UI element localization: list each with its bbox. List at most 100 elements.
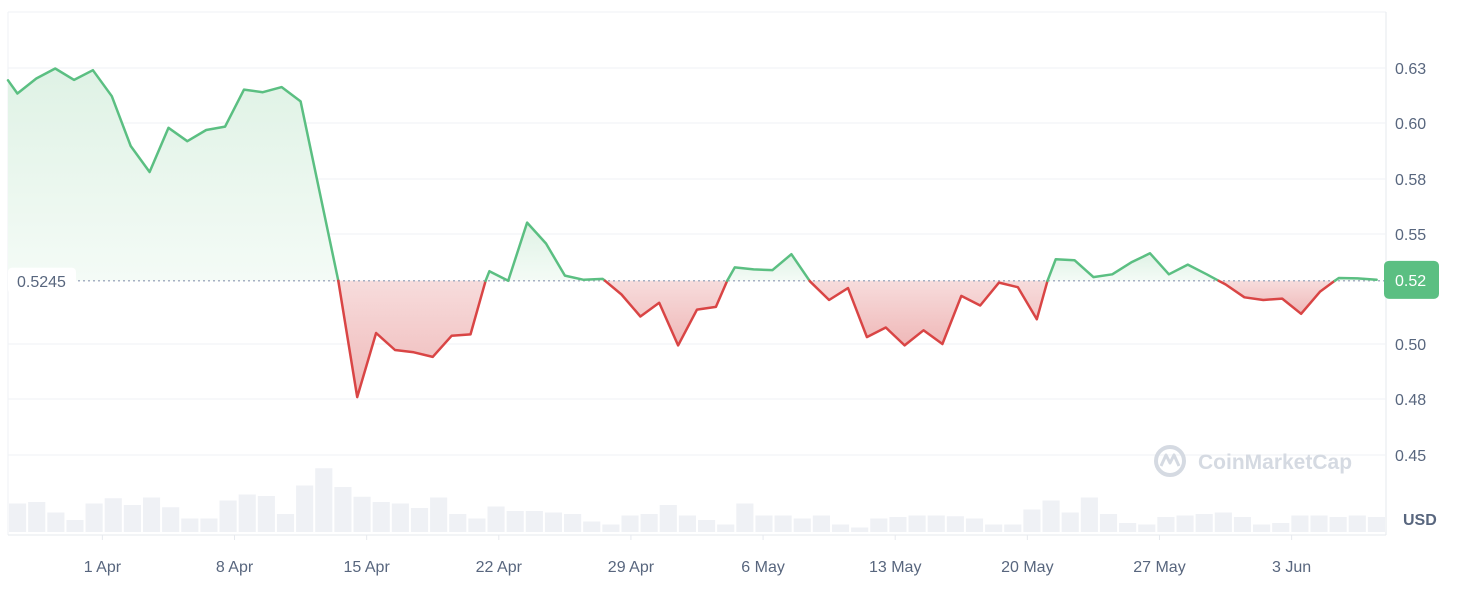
y-axis: 0.45 0.48 0.50 0.52 0.55 0.58 0.60 0.63 xyxy=(1395,61,1426,465)
volume-bar xyxy=(1157,517,1175,532)
volume-bar xyxy=(1138,524,1156,532)
area-above-baseline xyxy=(1047,253,1219,281)
volume-bar xyxy=(66,520,84,532)
volume-bar xyxy=(1176,515,1194,532)
volume-bar xyxy=(430,497,448,532)
volume-bar xyxy=(372,502,390,532)
volume-bar xyxy=(831,524,850,532)
volume-bar xyxy=(774,515,792,532)
volume-bar xyxy=(1004,524,1022,532)
volume-bar xyxy=(602,524,620,532)
price-line-up xyxy=(484,221,607,283)
y-tick-label: 0.45 xyxy=(1395,448,1426,465)
volume-bar xyxy=(525,511,543,532)
volume-bar xyxy=(334,487,352,532)
volume-bar xyxy=(1080,497,1098,532)
volume-bar xyxy=(47,512,65,532)
area-below-baseline xyxy=(809,280,1048,346)
volume-bar xyxy=(583,521,601,532)
volume-bar xyxy=(1329,517,1347,532)
volume-bar xyxy=(200,518,218,532)
volume-bar xyxy=(1099,514,1118,532)
volume-bar xyxy=(162,507,180,532)
volume-bar xyxy=(1291,515,1309,532)
volume-bar xyxy=(410,508,429,532)
volume-bar xyxy=(1061,512,1079,532)
volume-bar xyxy=(717,524,735,532)
volume-bar xyxy=(659,505,677,532)
y-tick-label: 0.48 xyxy=(1395,392,1426,409)
volume-bar xyxy=(1119,523,1137,532)
baseline-label-box: 0.5245 xyxy=(8,267,76,294)
x-tick-label: 3 Jun xyxy=(1272,559,1311,576)
volume-bar xyxy=(870,518,888,532)
volume-bar xyxy=(104,498,122,532)
volume-bar xyxy=(908,515,926,532)
currency-unit: USD xyxy=(1403,512,1437,529)
volume-bar xyxy=(296,485,314,532)
x-tick-label: 29 Apr xyxy=(608,559,655,576)
volume-bar xyxy=(1023,509,1041,532)
y-tick-label: 0.50 xyxy=(1395,337,1426,354)
y-tick-label: 0.55 xyxy=(1395,227,1426,244)
price-line-down xyxy=(603,279,729,347)
volume-bar xyxy=(621,515,639,532)
volume-bar xyxy=(123,505,141,532)
volume-bar xyxy=(1310,515,1328,532)
grid-lines xyxy=(7,11,1387,536)
volume-bar xyxy=(812,515,830,532)
y-tick-label: 0.58 xyxy=(1395,172,1426,189)
volume-bar xyxy=(544,512,563,532)
volume-bar xyxy=(946,516,964,532)
volume-bar xyxy=(1367,517,1385,532)
volume-bar xyxy=(564,514,582,532)
price-line-down xyxy=(337,279,487,399)
current-price-label: 0.52 xyxy=(1395,273,1426,290)
volume-bars xyxy=(9,468,1385,532)
current-price-badge: 0.52 xyxy=(1384,260,1439,299)
volume-bar xyxy=(1253,524,1271,532)
volume-bar xyxy=(640,514,658,532)
area-below-baseline xyxy=(1218,280,1335,314)
price-line-down xyxy=(1217,279,1337,316)
volume-bar xyxy=(276,514,295,532)
area-below-baseline xyxy=(605,280,728,346)
volume-bar xyxy=(927,515,945,532)
price-line-up xyxy=(1046,252,1220,283)
volume-bar xyxy=(678,515,696,532)
volume-bar xyxy=(391,503,409,532)
x-tick-label: 8 Apr xyxy=(216,559,254,576)
volume-bar xyxy=(142,497,161,532)
price-area-fill xyxy=(8,68,1377,398)
price-line-up xyxy=(6,67,340,283)
volume-bar xyxy=(1042,500,1060,532)
volume-bar xyxy=(506,511,524,532)
area-above-baseline xyxy=(727,254,810,281)
coinmarketcap-logo-icon xyxy=(1154,445,1186,477)
volume-bar xyxy=(1348,515,1366,532)
volume-bar xyxy=(1214,512,1232,532)
volume-bar xyxy=(28,502,46,532)
volume-bar xyxy=(85,503,103,532)
x-tick-label: 22 Apr xyxy=(476,559,523,576)
volume-bar xyxy=(985,524,1003,532)
volume-bar xyxy=(468,518,486,532)
baseline-label: 0.5245 xyxy=(17,274,66,291)
volume-bar xyxy=(755,515,773,532)
watermark: CoinMarketCap xyxy=(1154,445,1352,477)
volume-bar xyxy=(1233,517,1252,532)
y-tick-label: 0.60 xyxy=(1395,116,1426,133)
price-line-up xyxy=(725,252,811,283)
x-tick-label: 1 Apr xyxy=(84,559,122,576)
volume-bar xyxy=(219,500,237,532)
volume-bar xyxy=(698,520,716,532)
volume-bar xyxy=(889,517,907,532)
x-tick-label: 20 May xyxy=(1001,559,1053,576)
volume-bar xyxy=(793,518,811,532)
volume-bar xyxy=(315,468,333,532)
volume-bar xyxy=(487,506,505,532)
x-tick-label: 6 May xyxy=(741,559,785,576)
volume-bar xyxy=(1272,523,1290,532)
price-line-up xyxy=(1333,276,1378,283)
